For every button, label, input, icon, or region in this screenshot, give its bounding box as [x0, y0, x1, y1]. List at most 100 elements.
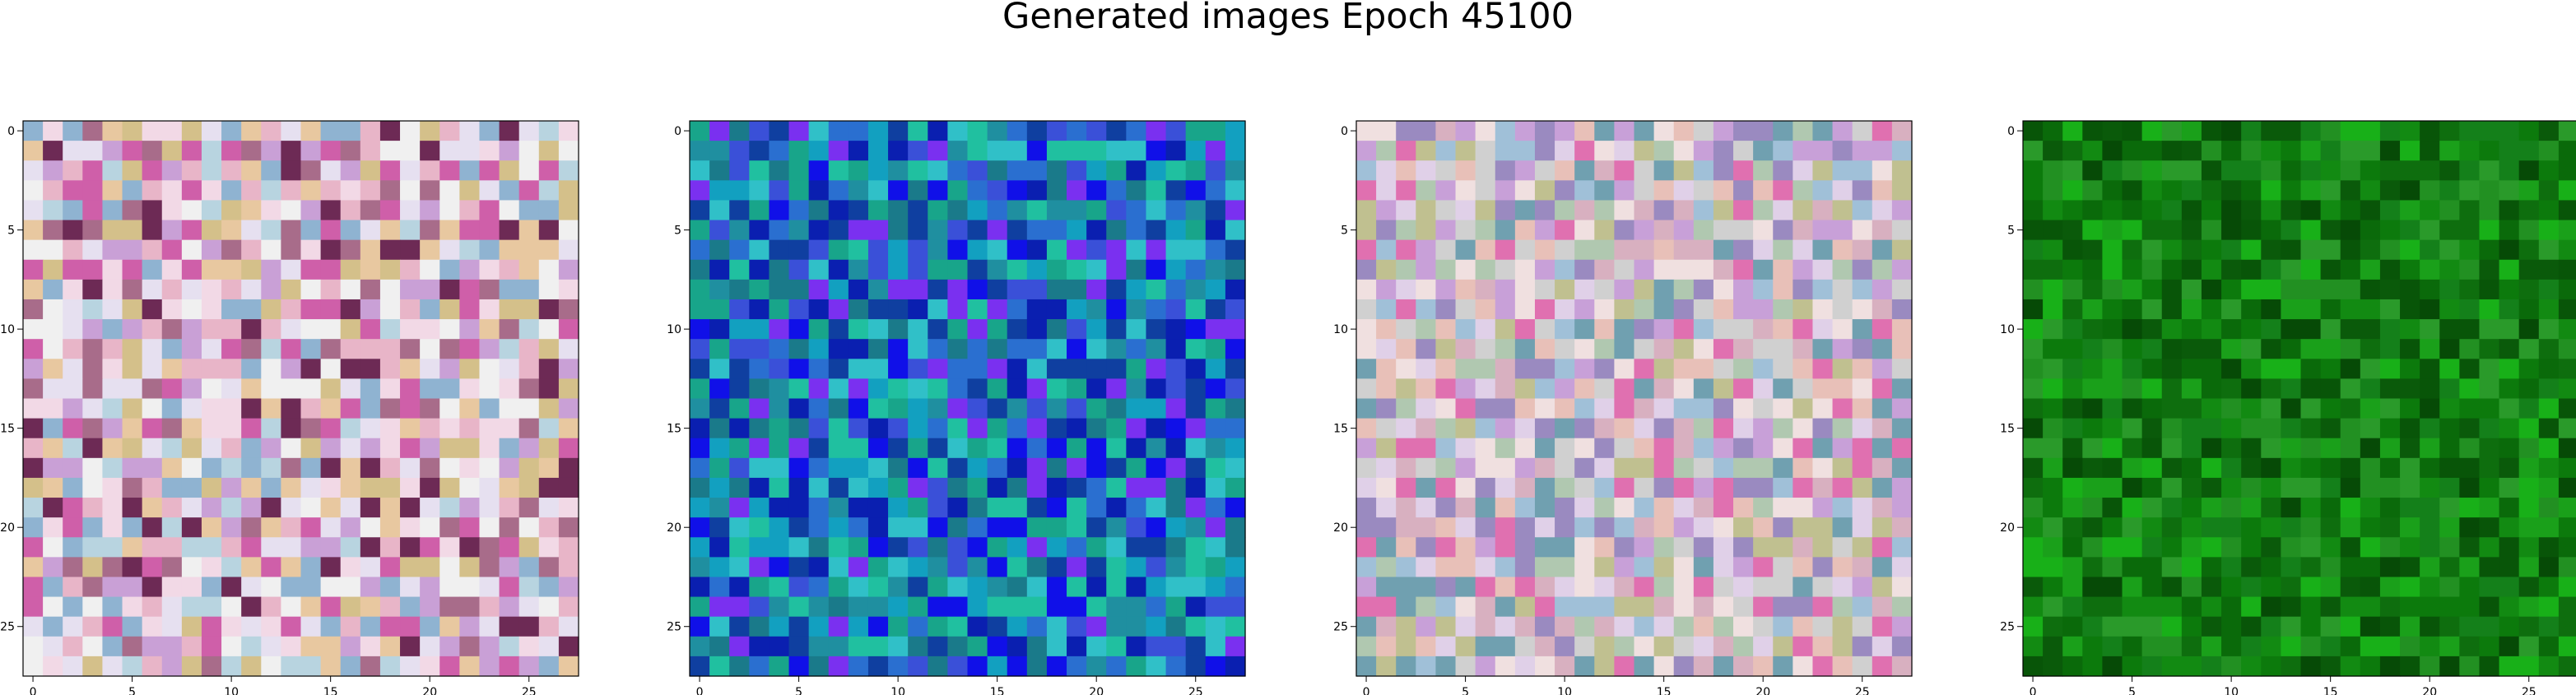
pixel-cell [1514, 398, 1536, 419]
pixel-cell [1832, 200, 1853, 221]
pixel-cell [1185, 398, 1207, 419]
pixel-cell [2400, 279, 2420, 300]
pixel-cell [967, 477, 988, 498]
pixel-cell [2241, 121, 2262, 141]
pixel-cell [261, 259, 281, 280]
pixel-cell [2538, 359, 2560, 379]
pixel-cell [2360, 557, 2381, 578]
pixel-cell [987, 319, 1008, 340]
pixel-cell [2023, 121, 2044, 141]
pixel-cell [2379, 141, 2401, 161]
pixel-cell [499, 557, 520, 578]
pixel-cell [2261, 656, 2281, 677]
pixel-cell [1086, 517, 1107, 538]
axes-frame [2022, 120, 2576, 677]
pixel-cell [2102, 359, 2123, 379]
axes-frame [1355, 120, 1913, 677]
pixel-cell [1376, 537, 1397, 558]
pixel-cell [1146, 557, 1167, 578]
pixel-cell [281, 200, 302, 221]
pixel-cell [1026, 398, 1048, 419]
pixel-cell [1753, 418, 1774, 439]
pixel-cell [2439, 596, 2460, 618]
pixel-cell [1126, 498, 1147, 518]
pixel-cell [1753, 180, 1774, 202]
pixel-cell [181, 359, 202, 379]
pixel-cell [2499, 200, 2520, 221]
pixel-cell [1205, 398, 1226, 419]
pixel-cell [867, 636, 889, 657]
pixel-cell [181, 141, 202, 161]
pixel-cell [709, 259, 730, 280]
pixel-cell [1376, 477, 1397, 498]
pixel-cell [1007, 656, 1028, 677]
pixel-cell [538, 398, 560, 419]
pixel-cell [1852, 398, 1873, 419]
pixel-cell [867, 498, 889, 518]
pixel-cell [749, 319, 770, 340]
pixel-cell [729, 279, 750, 300]
pixel-cell [2379, 339, 2401, 359]
pixel-cell [2439, 477, 2460, 498]
pixel-cell [1205, 596, 1226, 618]
pixel-cell [2241, 537, 2262, 558]
pixel-cell [1753, 616, 1774, 637]
pixel-cell [1614, 477, 1635, 498]
pixel-cell [23, 141, 44, 161]
pixel-cell [1356, 557, 1377, 578]
pixel-cell [1614, 577, 1635, 598]
pixel-cell [1673, 537, 1695, 558]
pixel-cell [320, 180, 342, 202]
pixel-cell [1126, 438, 1147, 459]
pixel-cell [928, 616, 948, 637]
pixel-cell [2479, 220, 2500, 241]
pixel-cell [690, 359, 710, 379]
pixel-cell [2420, 160, 2440, 181]
pixel-cell [2201, 220, 2222, 241]
pixel-cell [1812, 319, 1834, 340]
pixel-cell [848, 259, 869, 280]
pixel-cell [1165, 457, 1187, 479]
pixel-cell [122, 378, 143, 400]
pixel-cell [1455, 279, 1476, 300]
pixel-cell [2340, 398, 2361, 419]
pixel-cell [1693, 537, 1714, 558]
pixel-cell [142, 160, 163, 181]
pixel-cell [2360, 577, 2381, 598]
pixel-cell [1514, 498, 1536, 518]
pixel-cell [360, 537, 381, 558]
pixel-cell [769, 220, 790, 241]
pixel-cell [1555, 457, 1575, 479]
pixel-cell [1793, 160, 1814, 181]
pixel-cell [1753, 498, 1774, 518]
pixel-cell [729, 477, 750, 498]
pixel-cell [828, 299, 849, 320]
pixel-cell [808, 121, 830, 141]
pixel-cell [360, 141, 381, 161]
pixel-cell [1356, 457, 1377, 479]
pixel-cell [2102, 180, 2123, 202]
pixel-cell [241, 239, 262, 261]
pixel-cell [1455, 498, 1476, 518]
pixel-cell [1812, 498, 1834, 518]
pixel-cell [1225, 656, 1246, 677]
pixel-cell [1653, 339, 1675, 359]
pixel-cell [1225, 498, 1246, 518]
pixel-cell [1146, 656, 1167, 677]
pixel-cell [729, 319, 750, 340]
pixel-cell [300, 180, 322, 202]
pixel-cell [1872, 220, 1893, 241]
pixel-cell [439, 141, 460, 161]
pixel-cell [749, 418, 770, 439]
pixel-cell [420, 418, 440, 439]
pixel-cell [1495, 616, 1516, 637]
pixel-cell [2340, 180, 2361, 202]
pixel-cell [2459, 180, 2481, 202]
pixel-cell [848, 279, 869, 300]
pixel-cell [2400, 457, 2420, 479]
pixel-cell [1495, 517, 1516, 538]
pixel-cell [360, 498, 381, 518]
pixel-cell [63, 596, 83, 618]
pixel-cell [1773, 180, 1793, 202]
pixel-cell [181, 398, 202, 419]
